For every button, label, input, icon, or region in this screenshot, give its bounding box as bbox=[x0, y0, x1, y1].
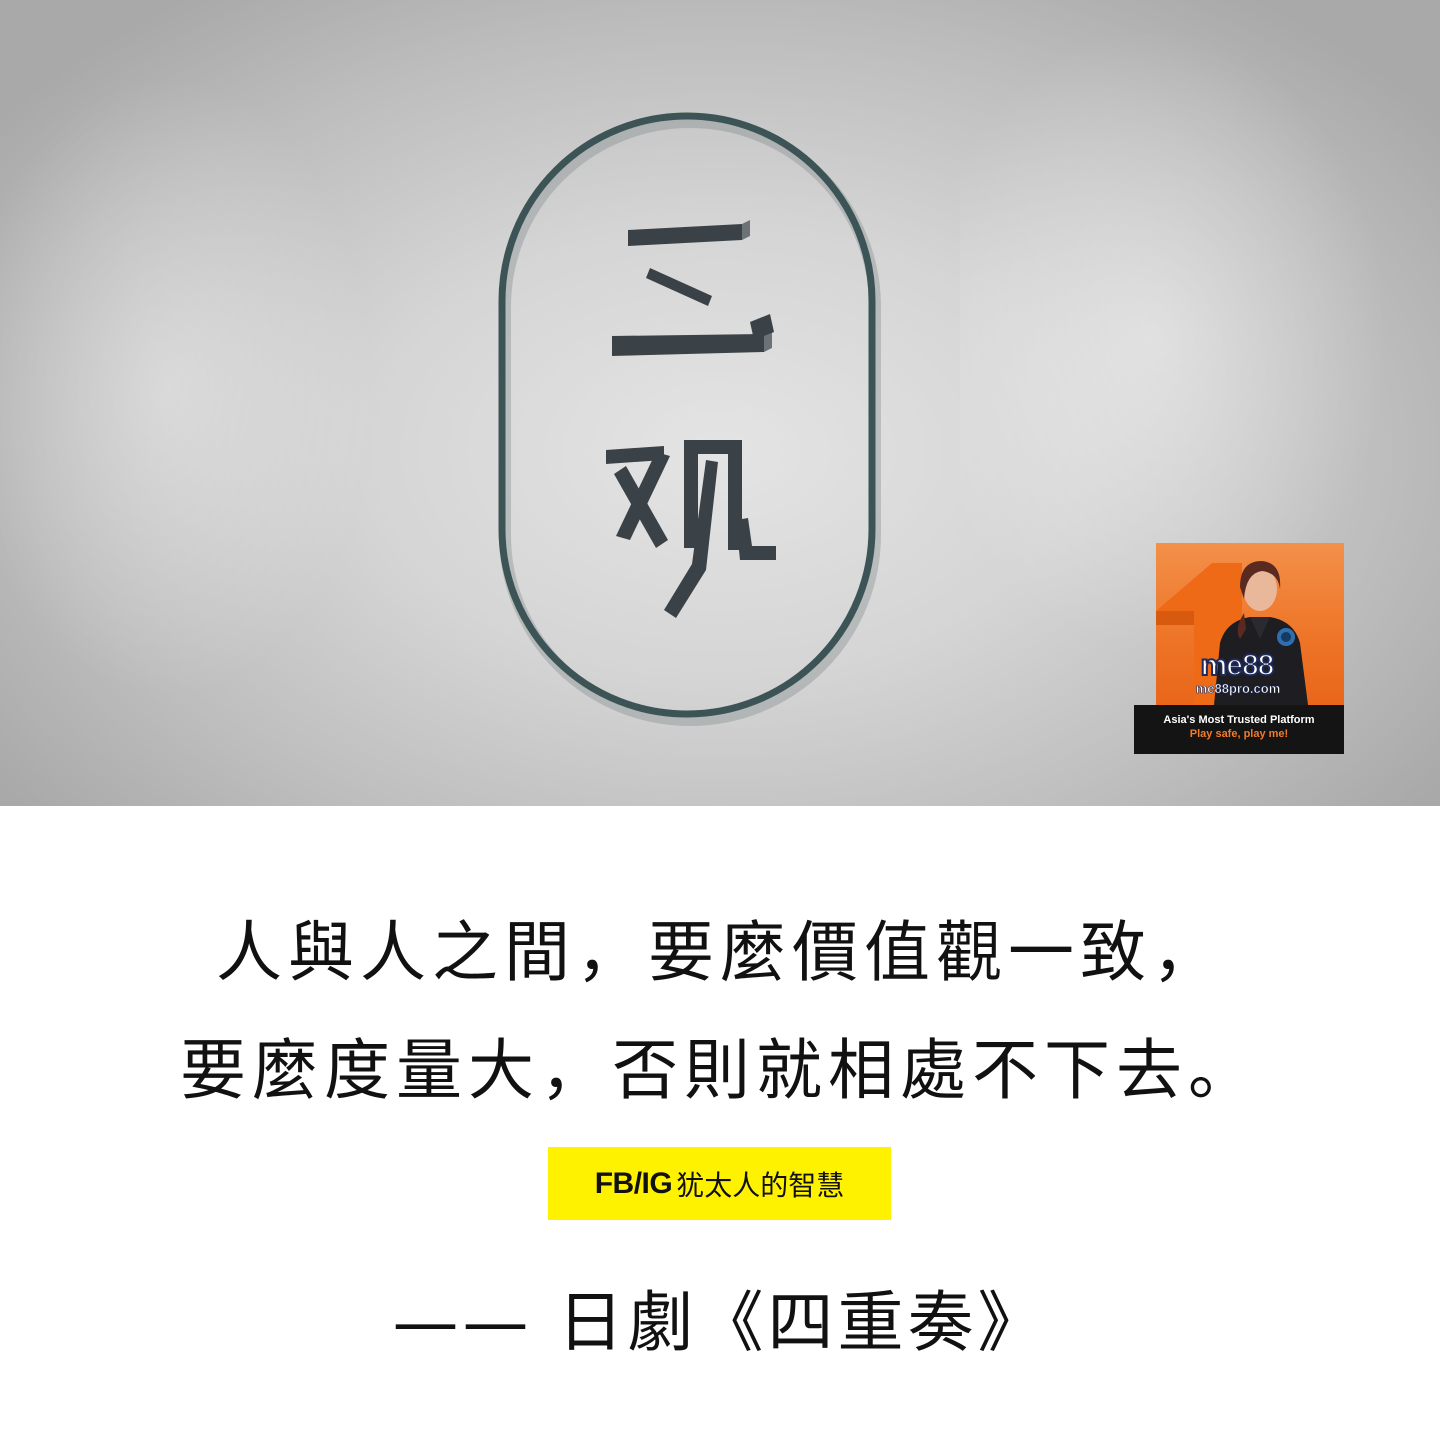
ad-tagline: Asia's Most Trusted Platform bbox=[1163, 714, 1315, 726]
hero-image: me88 me88pro.com Asia's Most Trusted Pla… bbox=[0, 0, 1440, 806]
social-credit-badge: FB/IG 犹太人的智慧 bbox=[548, 1147, 891, 1220]
me88-advertisement[interactable]: me88 me88pro.com Asia's Most Trusted Pla… bbox=[1134, 543, 1344, 754]
credit-platform-tag: FB/IG bbox=[594, 1166, 673, 1200]
quote-line-2: 要麼度量大，否則就相處不下去。 bbox=[180, 1032, 1260, 1109]
quote-source: —— 日劇《四重奏》 bbox=[392, 1284, 1048, 1361]
ad-caption-bar: Asia's Most Trusted Platform Play safe, … bbox=[1134, 705, 1344, 754]
ad-brand-logo: me88 bbox=[1200, 649, 1276, 682]
sanguan-logo-icon bbox=[498, 112, 881, 726]
credit-account-name: 犹太人的智慧 bbox=[676, 1168, 845, 1202]
quote-line-1: 人與人之間，要麼價值觀一致， bbox=[216, 914, 1224, 991]
ad-domain-link[interactable]: me88pro.com bbox=[1195, 681, 1281, 697]
ad-slogan: Play safe, play me! bbox=[1189, 728, 1289, 740]
hero-highlight-left bbox=[0, 0, 420, 806]
ad-spokeswoman-image bbox=[1214, 561, 1308, 705]
